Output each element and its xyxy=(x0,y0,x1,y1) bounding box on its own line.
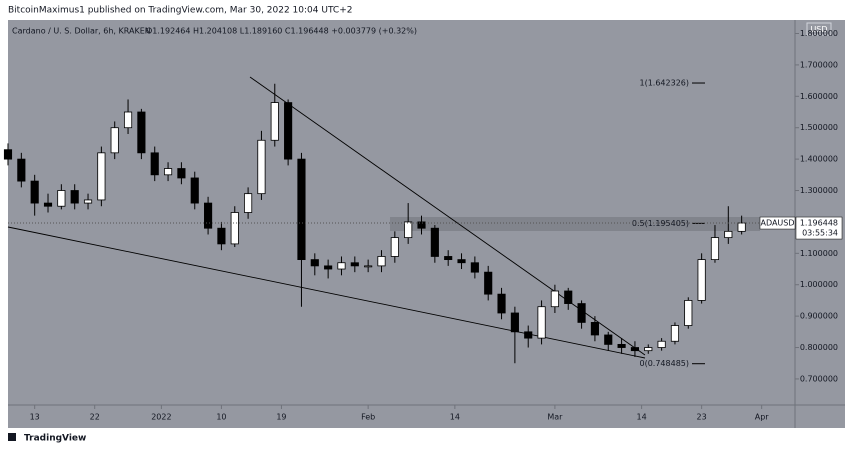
candle-body xyxy=(70,190,79,204)
x-tick-label: 19 xyxy=(276,413,286,422)
chart-title: Cardano / U. S. Dollar, 6h, KRAKEN xyxy=(12,27,151,36)
y-tick-label: 0.900000 xyxy=(800,312,838,321)
countdown: 03:55:34 xyxy=(802,229,838,238)
candle-body xyxy=(163,168,173,176)
x-tick-label: Apr xyxy=(755,413,770,422)
candle-body xyxy=(350,262,359,267)
last-price-box xyxy=(795,216,843,240)
fib-label: 1(1.642326) xyxy=(639,79,689,88)
symbol-label: ADAUSD xyxy=(760,219,794,228)
x-tick-label: Feb xyxy=(361,413,375,422)
y-tick-label: 1.400000 xyxy=(800,155,838,164)
candle-body xyxy=(404,221,413,239)
candle-body xyxy=(657,340,666,348)
footer: TradingView xyxy=(24,434,86,444)
y-tick-label: 1.300000 xyxy=(800,186,838,195)
tradingview-logo: TradingView xyxy=(8,433,86,444)
candle-body xyxy=(83,199,93,204)
candle-body xyxy=(364,265,373,268)
currency: USD xyxy=(810,25,827,34)
x-tick-label: 14 xyxy=(450,413,460,422)
x-tick-label: Mar xyxy=(547,413,563,422)
ohlc-values: O1.192464 H1.204108 L1.189160 C1.196448 … xyxy=(146,27,417,36)
candle-body xyxy=(510,312,519,333)
candle-body xyxy=(17,158,26,182)
candle-body xyxy=(617,343,626,348)
candle-body xyxy=(30,180,39,204)
candle-body xyxy=(457,259,466,264)
candle-body xyxy=(684,300,693,326)
candle-body xyxy=(630,347,640,352)
candle-body xyxy=(204,202,213,229)
candle-body xyxy=(97,152,106,201)
x-tick-label: 14 xyxy=(637,413,647,422)
candle-body xyxy=(524,331,533,339)
candle-body xyxy=(417,221,426,229)
candle-body xyxy=(190,177,199,204)
candle-body xyxy=(257,139,266,195)
y-tick-label: 1.700000 xyxy=(800,60,838,69)
candle-body xyxy=(57,190,66,207)
candle-body xyxy=(430,227,439,257)
candles xyxy=(3,83,746,364)
candle-body xyxy=(577,303,586,323)
candle-body xyxy=(377,256,386,267)
logo-mark xyxy=(8,433,16,441)
candle-body xyxy=(297,158,306,261)
x-tick-label: 22 xyxy=(90,413,100,422)
currency-box xyxy=(806,22,832,36)
candle-body xyxy=(644,347,653,352)
candle-body xyxy=(137,111,146,154)
candle-body xyxy=(217,227,226,245)
candle-body xyxy=(484,271,493,295)
candle-body xyxy=(550,290,559,308)
fib-label: 0.5(1.195405) xyxy=(632,219,689,228)
candle-body xyxy=(444,256,453,261)
candle-body xyxy=(177,168,186,179)
candle-body xyxy=(737,222,746,232)
candle-body xyxy=(670,325,680,342)
resistance-zone xyxy=(390,217,760,231)
header: BitcoinMaximus1 published on TradingView… xyxy=(8,6,352,16)
candle-body xyxy=(564,290,573,304)
candle-body xyxy=(110,127,119,154)
candle-body xyxy=(497,293,506,314)
candle-body xyxy=(244,193,253,213)
candle-body xyxy=(470,262,479,273)
candle-body xyxy=(230,212,239,245)
candle-body xyxy=(390,237,399,257)
candle-body xyxy=(284,102,293,160)
candle-body xyxy=(324,265,333,270)
y-tick-label: 1.500000 xyxy=(800,123,838,132)
y-tick-label: 1.600000 xyxy=(800,92,838,101)
y-tick-label: 1.800000 xyxy=(800,29,838,38)
candle-body xyxy=(590,322,599,336)
candle-body xyxy=(710,237,720,261)
candle-body xyxy=(724,230,733,239)
candle-body xyxy=(150,152,159,176)
y-tick-label: 1.100000 xyxy=(800,249,838,258)
x-tick-label: 2022 xyxy=(151,413,171,422)
candle-body xyxy=(270,102,279,141)
candle-body xyxy=(310,259,319,267)
candle-body xyxy=(697,259,706,301)
y-tick-label: 0.800000 xyxy=(800,343,838,352)
candle-body xyxy=(604,334,613,345)
y-tick-label: 1.000000 xyxy=(800,280,838,289)
last-price-label: 1.196448 xyxy=(800,219,838,228)
x-tick-label: 23 xyxy=(697,413,707,422)
candle-body xyxy=(537,306,546,339)
symbol-box xyxy=(759,216,796,230)
candle-body xyxy=(123,111,133,129)
candle-body xyxy=(3,149,13,160)
x-tick-label: 13 xyxy=(30,413,40,422)
fib-label: 0(0.748485) xyxy=(639,359,689,368)
x-tick-label: 10 xyxy=(216,413,226,422)
candle-body xyxy=(43,202,53,207)
candle-body xyxy=(337,262,346,270)
y-tick-label: 0.700000 xyxy=(800,374,838,383)
